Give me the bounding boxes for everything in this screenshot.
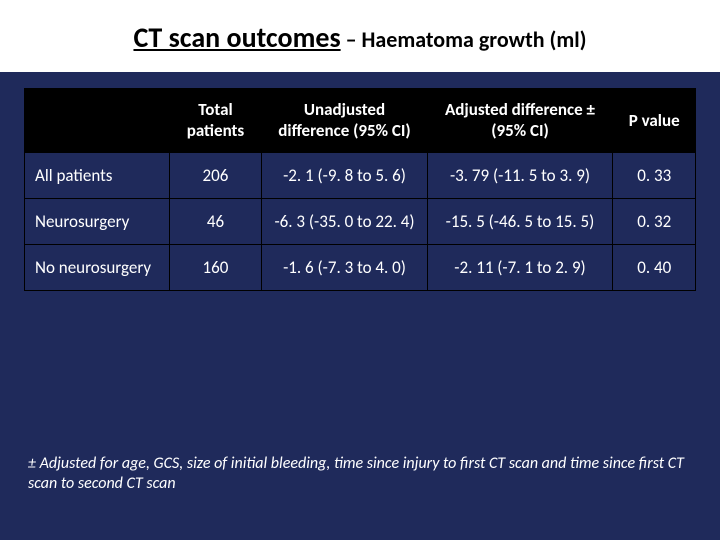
col-header-empty	[25, 89, 170, 153]
outcomes-table-wrap: Total patients Unadjusted difference (95…	[24, 88, 696, 291]
footnote: ± Adjusted for age, GCS, size of initial…	[28, 454, 692, 494]
row-label: All patients	[25, 152, 170, 198]
cell-total: 206	[169, 152, 262, 198]
table-row: All patients 206 -2. 1 (-9. 8 to 5. 6) -…	[25, 152, 696, 198]
slide: CT scan outcomes – Haematoma growth (ml)…	[0, 0, 720, 540]
slide-title: CT scan outcomes – Haematoma growth (ml)	[0, 20, 720, 55]
table-header-row: Total patients Unadjusted difference (95…	[25, 89, 696, 153]
row-label: No neurosurgery	[25, 245, 170, 291]
cell-pvalue: 0. 33	[613, 152, 696, 198]
cell-adjusted: -3. 79 (-11. 5 to 3. 9)	[427, 152, 613, 198]
title-sub: – Haematoma growth (ml)	[341, 26, 587, 53]
table-row: No neurosurgery 160 -1. 6 (-7. 3 to 4. 0…	[25, 245, 696, 291]
cell-unadjusted: -2. 1 (-9. 8 to 5. 6)	[262, 152, 427, 198]
cell-unadjusted: -6. 3 (-35. 0 to 22. 4)	[262, 198, 427, 244]
cell-pvalue: 0. 40	[613, 245, 696, 291]
table-row: Neurosurgery 46 -6. 3 (-35. 0 to 22. 4) …	[25, 198, 696, 244]
title-main: CT scan outcomes	[133, 20, 340, 55]
col-header-unadjusted: Unadjusted difference (95% CI)	[262, 89, 427, 153]
col-header-pvalue: P value	[613, 89, 696, 153]
row-label: Neurosurgery	[25, 198, 170, 244]
outcomes-table: Total patients Unadjusted difference (95…	[24, 88, 696, 291]
cell-pvalue: 0. 32	[613, 198, 696, 244]
cell-total: 160	[169, 245, 262, 291]
cell-unadjusted: -1. 6 (-7. 3 to 4. 0)	[262, 245, 427, 291]
cell-adjusted: -15. 5 (-46. 5 to 15. 5)	[427, 198, 613, 244]
col-header-total: Total patients	[169, 89, 262, 153]
col-header-adjusted: Adjusted difference ± (95% CI)	[427, 89, 613, 153]
cell-adjusted: -2. 11 (-7. 1 to 2. 9)	[427, 245, 613, 291]
cell-total: 46	[169, 198, 262, 244]
